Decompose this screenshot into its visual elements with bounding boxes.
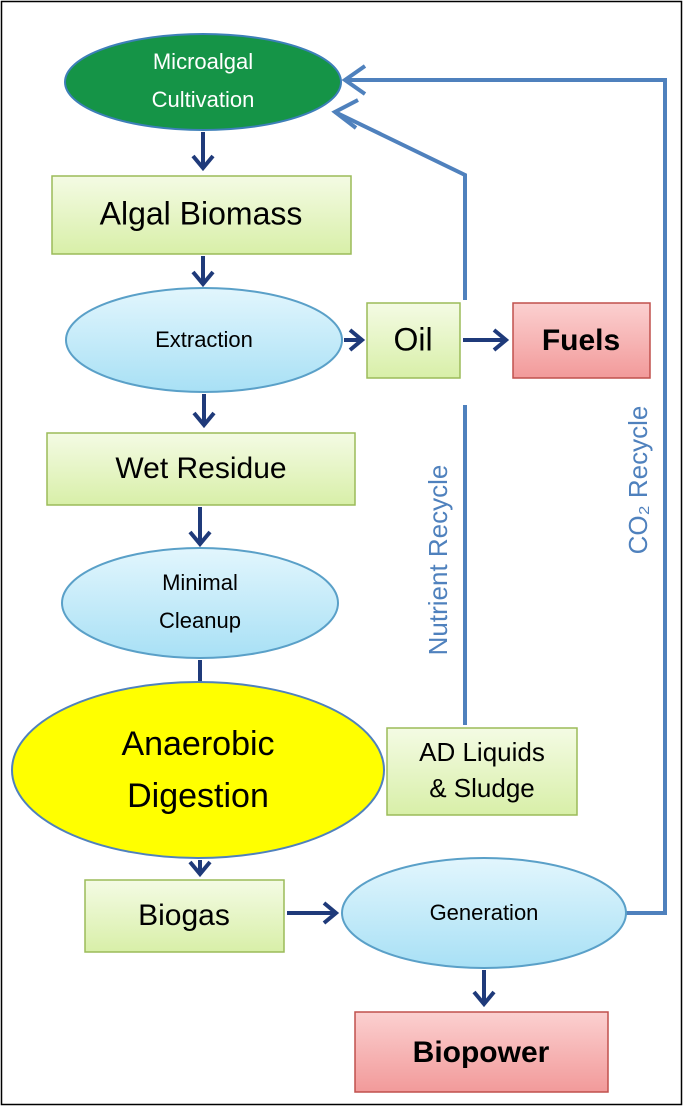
node-shape	[341, 857, 627, 969]
node-label: Biogas	[138, 899, 230, 932]
node-shape	[64, 33, 342, 131]
node-shape	[51, 175, 352, 255]
node-label: Generation	[430, 900, 539, 925]
co2-recycle-line	[341, 64, 667, 915]
node-label: Algal Biomass	[100, 195, 303, 231]
node-label: & Sludge	[429, 773, 535, 803]
node-label: Minimal	[162, 570, 238, 595]
node-shape	[354, 1011, 609, 1093]
node-label: AD Liquids	[419, 737, 545, 767]
nutrient-recycle-line	[331, 98, 467, 725]
nutrient-recycle-label: Nutrient Recycle	[423, 465, 453, 656]
node-label: Wet Residue	[115, 452, 286, 485]
node-label: Cultivation	[152, 87, 255, 112]
node-label: Oil	[393, 321, 432, 357]
node-shape	[386, 727, 578, 816]
node-label: Extraction	[155, 327, 253, 352]
co2-recycle-label: CO₂ Recycle	[623, 406, 653, 555]
node-label: Biopower	[413, 1036, 550, 1069]
node-label: Digestion	[127, 777, 269, 815]
node-shape	[65, 287, 343, 393]
node-label: Fuels	[542, 324, 620, 357]
node-shape	[61, 547, 339, 659]
node-shape	[366, 302, 461, 379]
node-label: Cleanup	[159, 608, 241, 633]
node-label: Microalgal	[153, 49, 253, 74]
node-shape	[84, 879, 285, 953]
node-shape	[512, 302, 651, 379]
node-shape	[46, 432, 356, 506]
node-shape	[11, 681, 385, 859]
node-label: Anaerobic	[121, 725, 274, 763]
